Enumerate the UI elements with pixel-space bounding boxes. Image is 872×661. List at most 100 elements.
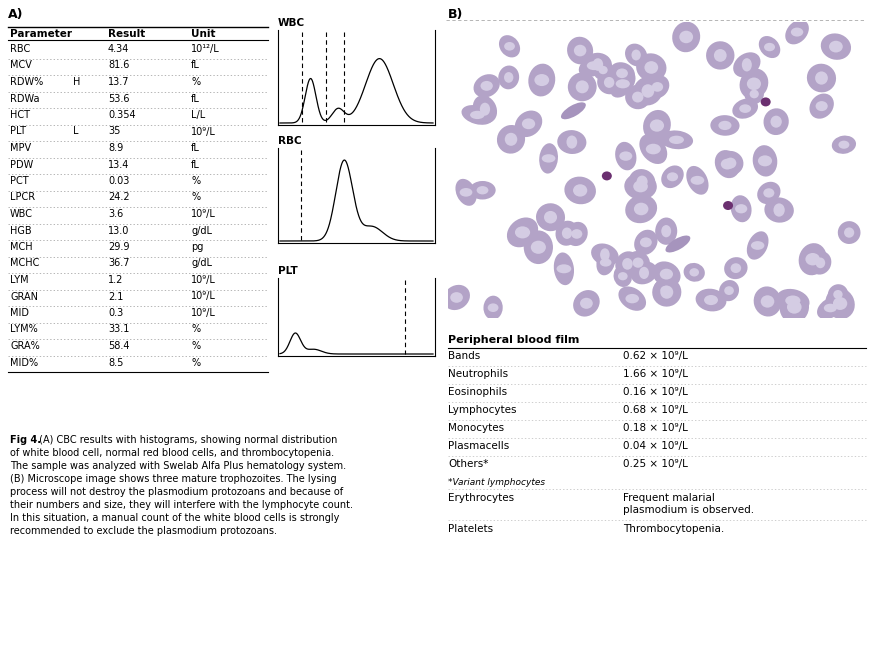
Ellipse shape — [515, 226, 530, 239]
Text: Lymphocytes: Lymphocytes — [448, 405, 516, 415]
Ellipse shape — [536, 203, 565, 231]
Text: PLT: PLT — [10, 126, 26, 137]
Text: Parameter: Parameter — [10, 29, 72, 39]
Ellipse shape — [815, 71, 828, 85]
Ellipse shape — [667, 173, 678, 181]
Ellipse shape — [618, 286, 646, 311]
Ellipse shape — [625, 195, 657, 223]
Ellipse shape — [618, 272, 628, 280]
Ellipse shape — [566, 222, 588, 246]
Ellipse shape — [633, 180, 648, 192]
Text: 8.9: 8.9 — [108, 143, 123, 153]
Text: 33.1: 33.1 — [108, 325, 129, 334]
Text: 13.4: 13.4 — [108, 159, 129, 169]
Ellipse shape — [610, 70, 636, 98]
Ellipse shape — [696, 289, 726, 311]
Text: MPV: MPV — [10, 143, 31, 153]
Text: LYM: LYM — [10, 275, 29, 285]
Ellipse shape — [739, 69, 768, 99]
Ellipse shape — [760, 97, 771, 106]
Text: Erythrocytes: Erythrocytes — [448, 493, 514, 503]
Ellipse shape — [684, 263, 705, 282]
Ellipse shape — [829, 41, 842, 52]
Text: 58.4: 58.4 — [108, 341, 130, 351]
Ellipse shape — [725, 157, 736, 169]
Ellipse shape — [644, 61, 658, 74]
Text: MID%: MID% — [10, 358, 38, 368]
Ellipse shape — [763, 188, 774, 198]
Ellipse shape — [634, 203, 649, 215]
Text: PCT: PCT — [10, 176, 29, 186]
Text: 1.2: 1.2 — [108, 275, 123, 285]
Ellipse shape — [561, 102, 586, 119]
Ellipse shape — [753, 286, 781, 317]
Text: g/dL: g/dL — [191, 225, 212, 235]
Ellipse shape — [746, 231, 768, 260]
Text: Frequent malarial
plasmodium is observed.: Frequent malarial plasmodium is observed… — [623, 493, 754, 515]
Text: *Variant lymphocytes: *Variant lymphocytes — [448, 478, 545, 487]
Text: PLT: PLT — [278, 266, 297, 276]
Ellipse shape — [815, 258, 825, 268]
Ellipse shape — [711, 115, 739, 136]
Text: Bands: Bands — [448, 351, 480, 361]
Ellipse shape — [791, 28, 803, 36]
Ellipse shape — [614, 266, 632, 287]
Text: %: % — [191, 358, 201, 368]
Text: WBC: WBC — [10, 209, 33, 219]
Text: %: % — [191, 341, 201, 351]
Text: WBC: WBC — [278, 18, 305, 28]
Ellipse shape — [643, 110, 671, 141]
Ellipse shape — [786, 20, 809, 44]
Text: their numbers and size, they will interfere with the lymphocyte count.: their numbers and size, they will interf… — [10, 500, 353, 510]
Text: recommended to exclude the plasmodium protozoans.: recommended to exclude the plasmodium pr… — [10, 526, 277, 536]
Ellipse shape — [834, 290, 842, 299]
Ellipse shape — [780, 291, 809, 323]
Ellipse shape — [573, 290, 600, 317]
Text: 0.3: 0.3 — [108, 308, 123, 318]
Text: 53.6: 53.6 — [108, 93, 130, 104]
Ellipse shape — [651, 82, 663, 92]
Text: RDWa: RDWa — [10, 93, 39, 104]
Ellipse shape — [639, 267, 649, 279]
Ellipse shape — [625, 44, 647, 66]
Ellipse shape — [654, 280, 678, 300]
Ellipse shape — [646, 143, 661, 155]
Ellipse shape — [691, 176, 705, 185]
Text: The sample was analyzed with Swelab Alfa Plus hematology system.: The sample was analyzed with Swelab Alfa… — [10, 461, 346, 471]
Ellipse shape — [832, 136, 856, 154]
Ellipse shape — [650, 120, 664, 132]
Text: 81.6: 81.6 — [108, 61, 129, 71]
Text: %: % — [191, 325, 201, 334]
Ellipse shape — [764, 43, 775, 52]
Ellipse shape — [598, 66, 608, 74]
Ellipse shape — [616, 79, 630, 89]
Text: 0.68 × 10⁹/L: 0.68 × 10⁹/L — [623, 405, 688, 415]
Ellipse shape — [507, 217, 538, 247]
Ellipse shape — [715, 150, 739, 178]
Text: HCT: HCT — [10, 110, 30, 120]
Ellipse shape — [469, 181, 495, 200]
Ellipse shape — [544, 211, 557, 223]
Text: 24.2: 24.2 — [108, 192, 130, 202]
Ellipse shape — [535, 74, 549, 86]
Ellipse shape — [809, 94, 834, 119]
Ellipse shape — [591, 243, 618, 266]
Ellipse shape — [624, 173, 657, 200]
Ellipse shape — [596, 250, 615, 276]
Ellipse shape — [660, 268, 673, 280]
Ellipse shape — [593, 60, 613, 80]
Ellipse shape — [735, 204, 747, 214]
Ellipse shape — [632, 258, 644, 268]
Ellipse shape — [630, 262, 657, 284]
Text: Unit: Unit — [191, 29, 215, 39]
Ellipse shape — [539, 143, 558, 174]
Text: g/dL: g/dL — [191, 258, 212, 268]
Ellipse shape — [562, 227, 572, 239]
Ellipse shape — [732, 98, 758, 119]
Text: 0.16 × 10⁹/L: 0.16 × 10⁹/L — [623, 387, 688, 397]
Ellipse shape — [672, 22, 700, 52]
Ellipse shape — [450, 292, 463, 303]
Ellipse shape — [460, 188, 473, 197]
Text: Fig 4.: Fig 4. — [10, 435, 41, 445]
Ellipse shape — [758, 155, 772, 167]
